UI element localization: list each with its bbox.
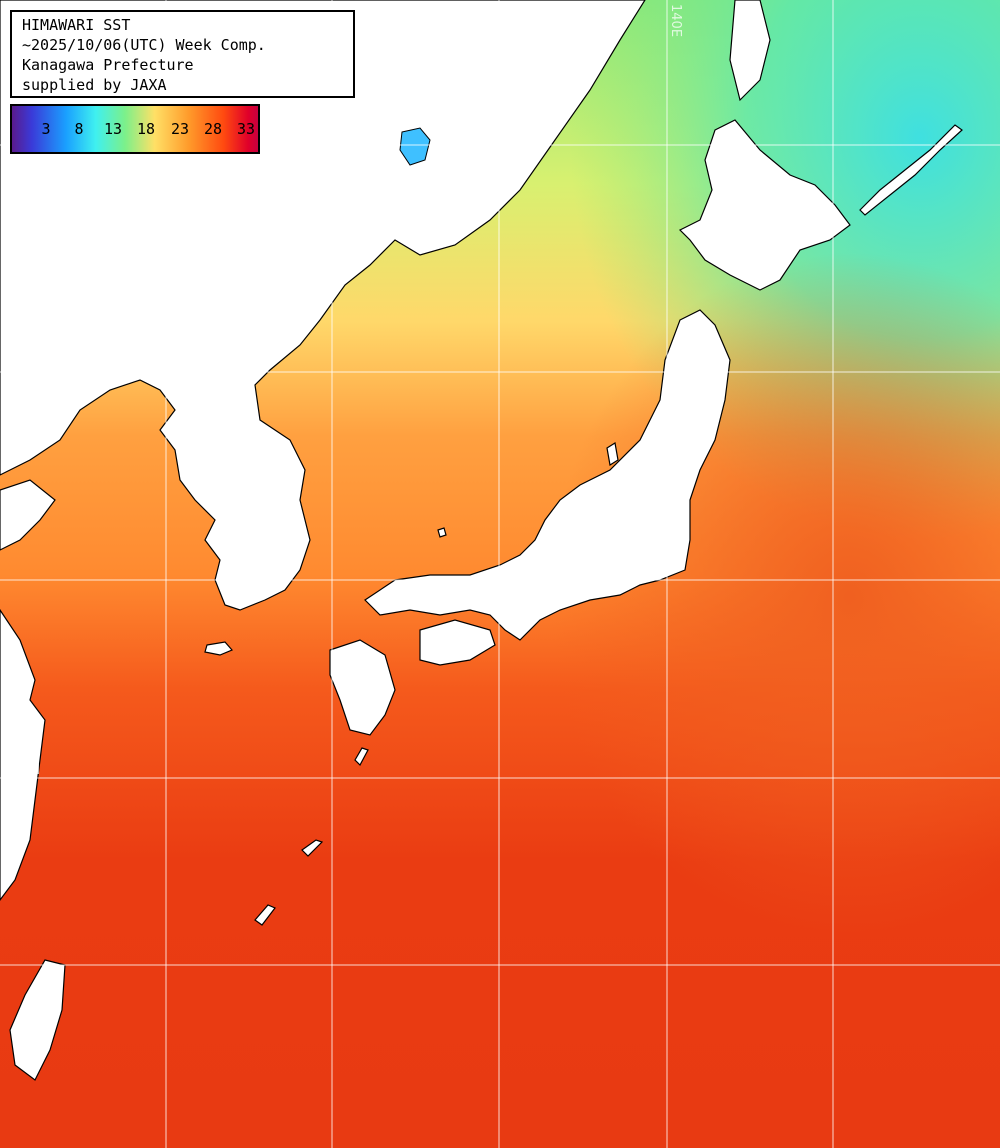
china-south <box>0 608 46 901</box>
legend-tick: 18 <box>136 120 156 138</box>
jeju-island <box>204 641 234 656</box>
sakhalin <box>729 0 771 102</box>
china-coast <box>0 479 56 551</box>
title-line-1: HIMAWARI SST <box>22 16 131 34</box>
legend-tick: 8 <box>74 120 84 138</box>
oki-islands <box>437 527 447 538</box>
sado-island <box>606 442 619 466</box>
title-line-2: ~2025/10/06(UTC) Week Comp. <box>22 36 266 54</box>
legend-tick: 33 <box>236 120 256 138</box>
kyushu <box>329 639 396 736</box>
legend-tick: 28 <box>203 120 223 138</box>
lat-label-40n: 40N <box>14 357 40 372</box>
title-line-3: Kanagawa Prefecture <box>22 56 194 74</box>
legend-tick: 23 <box>170 120 190 138</box>
honshu <box>364 309 731 641</box>
okinawa <box>254 904 276 926</box>
lon-label-140e: 140E <box>668 4 683 37</box>
legend-tick: 3 <box>41 120 51 138</box>
lake-khanka <box>399 127 431 166</box>
amami <box>301 839 324 857</box>
taiwan <box>9 959 66 1081</box>
lat-label-30n: 30N <box>14 763 40 778</box>
color-scale-legend: 3 8 13 18 23 28 33 <box>10 104 260 154</box>
tanegashima <box>354 747 369 766</box>
title-box: HIMAWARI SST ~2025/10/06(UTC) Week Comp.… <box>10 10 355 98</box>
hokkaido <box>678 119 851 291</box>
legend-ticks: 3 8 13 18 23 28 33 <box>12 120 258 140</box>
legend-tick: 13 <box>103 120 123 138</box>
kuril-islands <box>859 124 963 216</box>
shikoku <box>419 619 496 666</box>
title-line-4: supplied by JAXA <box>22 76 167 94</box>
